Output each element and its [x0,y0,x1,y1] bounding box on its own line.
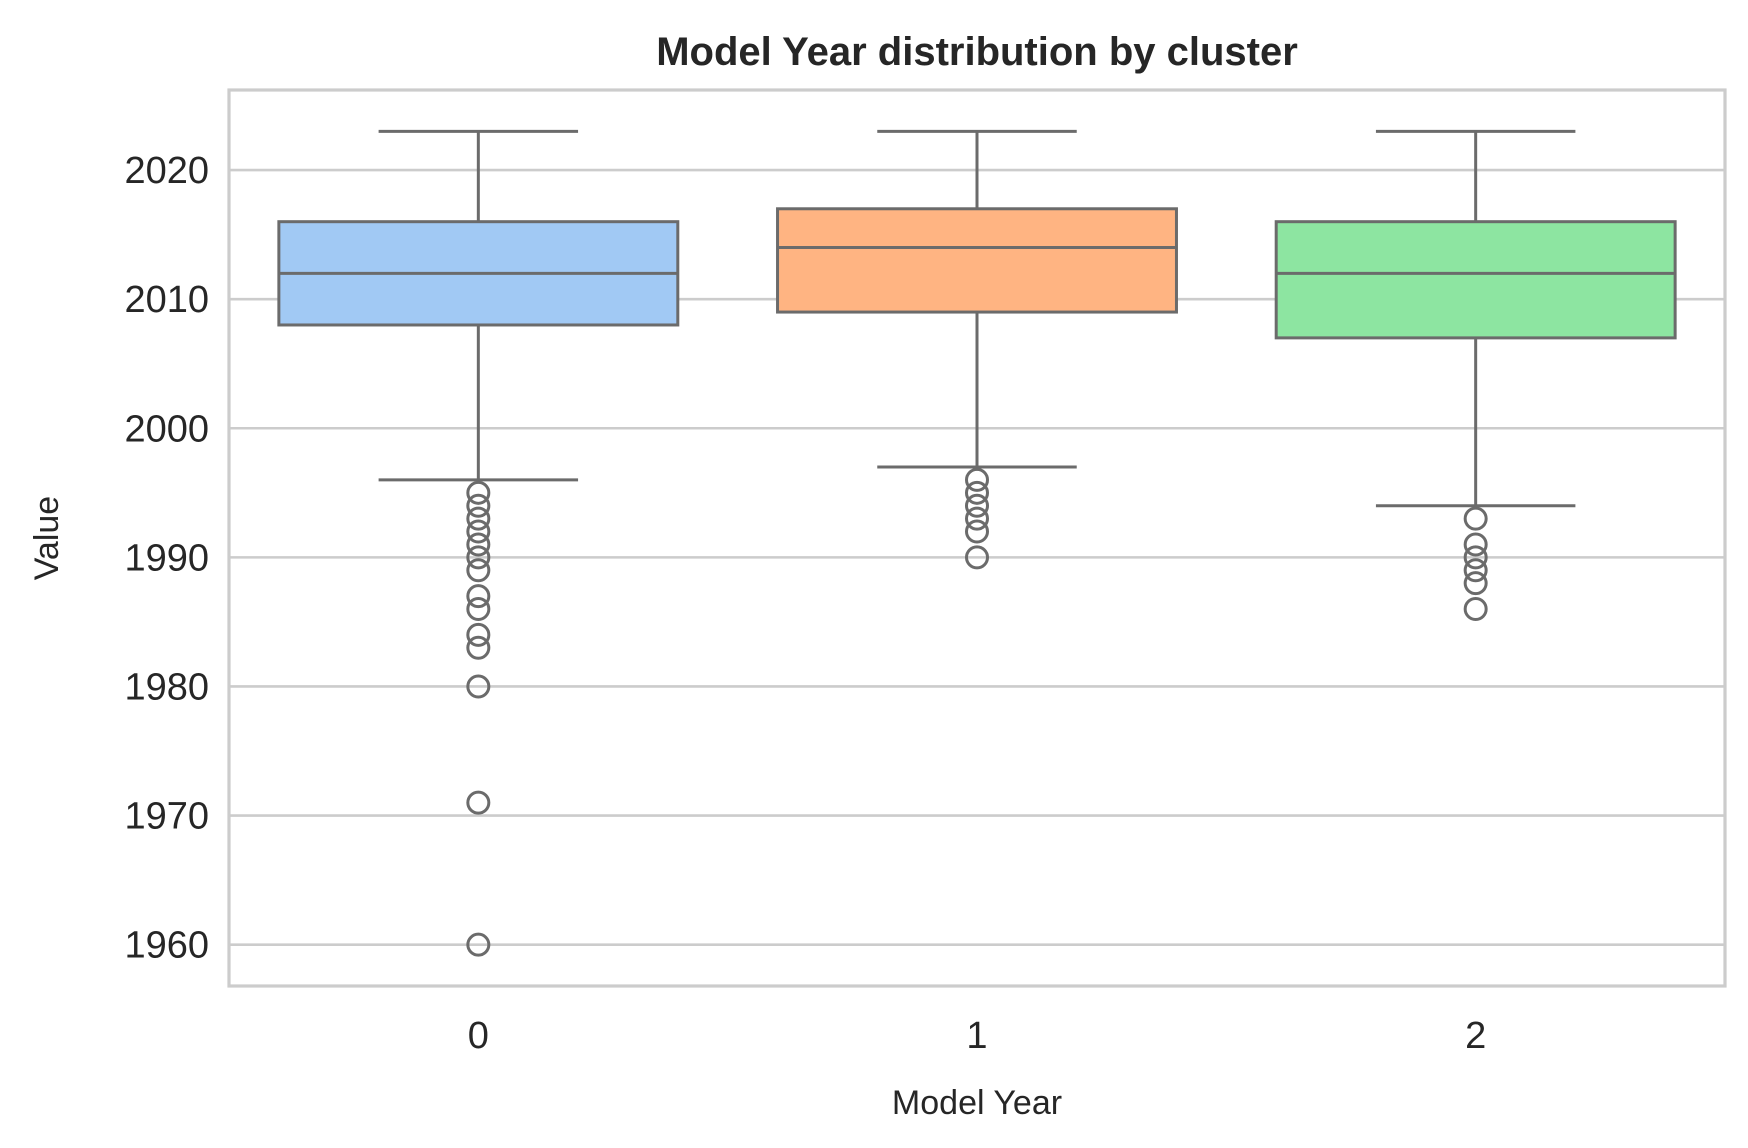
y-tick-label: 1960 [124,925,209,967]
x-tick-label: 0 [468,1015,489,1057]
outlier-point [965,545,989,570]
outlier-point [466,545,491,570]
plot-frame [227,88,1727,988]
boxplot-cluster-1 [776,129,1178,570]
outlier-point [466,558,491,583]
x-tick-label: 1 [966,1015,987,1057]
x-tick-labels: 0 1 2 [468,1015,1486,1057]
outlier-point [466,506,491,531]
outlier-point [466,480,491,505]
y-tick-label: 2010 [124,279,209,321]
outlier-point [965,467,989,492]
chart-title: Model Year distribution by cluster [656,30,1298,74]
y-tick-label: 1970 [124,796,209,838]
outlier-point [466,519,491,544]
outlier-point [466,493,491,518]
boxplot-cluster-0 [277,129,680,957]
outlier-point [1463,532,1488,557]
outlier-point [1463,597,1488,622]
outlier-point [466,532,491,557]
y-tick-label: 2020 [124,150,209,192]
outlier-point [1463,545,1488,570]
iqr-box [776,207,1178,314]
outlier-point [1463,558,1488,583]
outlier-point [965,480,989,505]
outlier-point [466,635,491,660]
iqr-box [1274,220,1677,340]
outlier-point [965,506,989,531]
outlier-point [466,584,491,609]
x-axis-label: Model Year [892,1084,1062,1122]
outlier-point [1463,571,1488,596]
y-tick-label: 1990 [124,537,209,579]
boxplot-cluster-2 [1274,129,1677,622]
outlier-point [466,622,491,647]
x-tick-label: 2 [1465,1015,1486,1057]
outlier-point [965,519,989,544]
y-tick-labels: 1960 1970 1980 1990 2000 2010 2020 [124,150,209,967]
y-tick-label: 1980 [124,666,209,708]
y-axis-label: Value [28,496,66,580]
outlier-point [466,790,491,815]
box-layer [277,129,1677,957]
outlier-point [965,493,989,518]
outlier-point [466,597,491,622]
y-tick-label: 2000 [124,408,209,450]
outlier-point [1463,506,1488,531]
outlier-point [466,674,491,699]
outlier-point [466,932,491,957]
